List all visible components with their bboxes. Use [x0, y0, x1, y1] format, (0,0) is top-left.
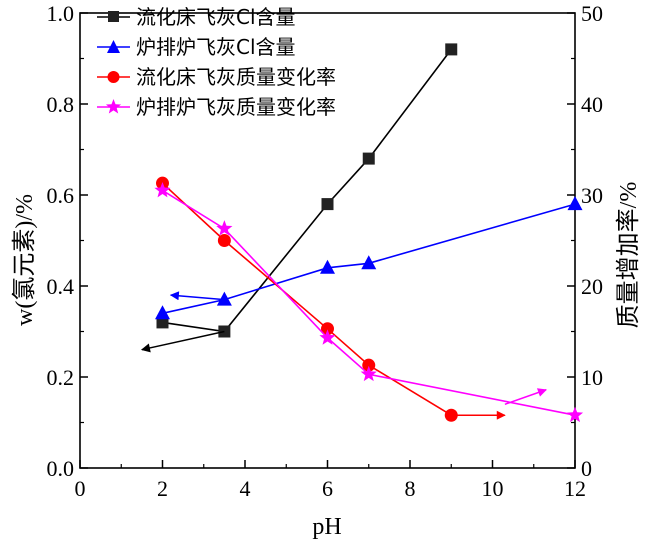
annotation-arrow-1: [140, 330, 225, 353]
y-right-tick-label: 0: [581, 456, 592, 481]
x-tick-label: 6: [322, 476, 333, 501]
legend-label-2: 炉排炉飞灰Cl含量: [136, 35, 296, 59]
legend-marker-star: [105, 99, 122, 114]
y-left-tick-label: 0.4: [47, 274, 75, 299]
legend-marker-circle: [107, 71, 120, 83]
x-tick-label: 0: [75, 476, 86, 501]
x-tick-label: 2: [157, 476, 168, 501]
legend-label-1: 流化床飞灰Cl含量: [136, 5, 296, 29]
x-axis-title: pH: [312, 514, 341, 540]
data-point-triangle: [216, 291, 232, 306]
y-left-axis-title: w(氯元素)/%: [11, 194, 38, 326]
y-left-tick-label: 0.8: [47, 92, 75, 117]
data-point-star: [566, 406, 584, 423]
data-point-triangle: [320, 259, 335, 274]
y-right-tick-label: 40: [581, 92, 603, 117]
legend-item-2: 炉排炉飞灰Cl含量: [97, 35, 296, 59]
y-left-tick-label: 0.0: [47, 456, 75, 481]
data-point-star: [216, 220, 233, 236]
legend-item-4: 炉排炉飞灰质量变化率: [97, 95, 336, 119]
x-tick-label: 8: [405, 476, 416, 501]
annotation-arrow-4: [504, 388, 547, 406]
y-left-tick-label: 0.6: [47, 183, 75, 208]
data-point-circle: [362, 358, 376, 372]
data-point-triangle: [361, 255, 377, 270]
data-point-circle: [321, 322, 334, 336]
data-point-square: [445, 43, 458, 56]
legend-item-1: 流化床飞灰Cl含量: [97, 5, 296, 29]
annotation-arrows: [140, 291, 547, 420]
data-point-circle: [217, 234, 231, 247]
data-point-star: [154, 181, 171, 198]
legend-marker-triangle: [107, 40, 120, 53]
y-right-axis-title: 质量增加率/%: [615, 182, 642, 329]
series-group: [154, 43, 584, 423]
series-line-1: [162, 48, 452, 333]
data-point-star: [319, 329, 336, 345]
x-tick-label: 12: [564, 476, 586, 501]
legend: 流化床飞灰Cl含量 炉排炉飞灰Cl含量 流化床飞灰质量变化率 炉排炉飞灰质量变化…: [97, 5, 336, 119]
annotation-arrow-2: [169, 291, 225, 301]
y-right-tick-label: 10: [581, 365, 603, 390]
legend-marker-square: [108, 11, 119, 22]
y-left-tick-label: 0.2: [47, 365, 75, 390]
data-point-square: [321, 198, 334, 211]
x-tick-label: 10: [482, 476, 504, 501]
y-left-tick-label: 1.0: [47, 1, 75, 26]
legend-item-3: 流化床飞灰质量变化率: [97, 65, 336, 89]
y-right-tick-label: 30: [581, 183, 603, 208]
y-right-tick-label: 20: [581, 274, 603, 299]
legend-label-4: 炉排炉飞灰质量变化率: [136, 95, 336, 119]
data-point-square: [362, 152, 375, 165]
y-right-tick-label: 50: [581, 1, 603, 26]
data-point-star: [360, 365, 377, 382]
axis-ticks: [79, 12, 576, 469]
data-point-triangle: [567, 196, 583, 211]
tick-labels: 0 2 4 6 8 10 12 0.0 0.2 0.4 0.6 0.8 1.0 0 10 20 30 40 50: [47, 1, 604, 501]
x-tick-label: 4: [240, 476, 251, 501]
data-point-square: [156, 316, 169, 329]
data-point-triangle: [155, 305, 170, 320]
legend-label-3: 流化床飞灰质量变化率: [136, 65, 336, 89]
